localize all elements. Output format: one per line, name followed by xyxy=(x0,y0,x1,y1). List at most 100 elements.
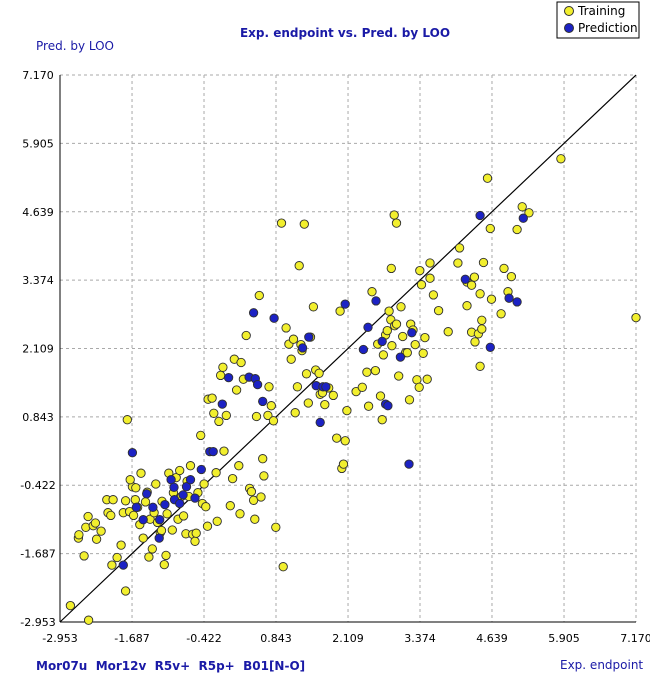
training-point xyxy=(486,294,497,304)
x-tick-label: 4.639 xyxy=(476,632,508,645)
training-point xyxy=(281,323,291,333)
prediction-point xyxy=(196,464,206,475)
prediction-point xyxy=(154,533,164,543)
training-point xyxy=(290,408,300,418)
training-point xyxy=(475,361,485,371)
training-point xyxy=(190,536,200,546)
training-point xyxy=(382,325,392,336)
prediction-point xyxy=(138,515,148,525)
training-point xyxy=(250,514,260,524)
prediction-point xyxy=(208,446,218,457)
training-point xyxy=(266,401,276,411)
training-point xyxy=(454,243,465,253)
prediction-point xyxy=(377,336,387,347)
prediction-point xyxy=(217,399,227,409)
y-tick-label: 7.170 xyxy=(22,69,54,82)
prediction-point xyxy=(304,332,314,342)
training-point xyxy=(151,479,161,489)
training-point xyxy=(477,324,487,334)
training-point xyxy=(314,368,324,378)
training-point xyxy=(418,348,428,358)
training-point xyxy=(335,306,345,316)
training-point xyxy=(276,218,287,228)
prediction-point xyxy=(118,560,128,570)
legend-prediction-label: Prediction xyxy=(578,21,638,35)
data-points xyxy=(65,154,641,625)
prediction-point xyxy=(181,482,192,492)
training-point xyxy=(122,415,132,425)
training-point xyxy=(470,337,480,347)
training-point xyxy=(301,369,312,379)
training-point xyxy=(218,362,228,372)
grid-lines xyxy=(60,74,637,622)
training-point xyxy=(83,615,94,625)
prediction-point xyxy=(148,502,158,512)
legend: Training Prediction xyxy=(556,1,640,39)
prediction-point xyxy=(131,502,142,512)
prediction-point xyxy=(504,293,514,303)
training-point xyxy=(389,210,399,220)
axes xyxy=(59,75,636,623)
y-tick-label: -1.687 xyxy=(20,548,55,561)
training-point xyxy=(246,486,257,497)
prediction-point xyxy=(371,296,381,306)
training-point xyxy=(506,271,517,282)
training-point xyxy=(288,334,299,344)
training-point xyxy=(320,399,330,410)
x-tick-label: 0.843 xyxy=(260,632,292,645)
training-point xyxy=(363,401,374,411)
training-point xyxy=(263,410,273,421)
prediction-point xyxy=(185,475,196,485)
training-point xyxy=(378,350,389,360)
training-point xyxy=(156,525,167,536)
training-point xyxy=(264,382,274,392)
prediction-point xyxy=(142,489,152,499)
training-point xyxy=(517,202,527,212)
descriptor-label: Mor07u Mor12v R5v+ R5p+ B01[N-O] xyxy=(36,659,305,673)
training-point xyxy=(178,511,189,521)
training-point xyxy=(128,510,139,521)
training-point xyxy=(201,502,211,512)
training-point xyxy=(332,433,342,443)
training-point xyxy=(443,327,453,337)
x-axis-label: Exp. endpoint xyxy=(560,658,643,672)
training-point xyxy=(286,354,296,364)
training-point xyxy=(462,301,472,311)
training-point xyxy=(433,305,444,316)
training-point xyxy=(524,208,534,218)
prediction-point xyxy=(175,498,185,509)
training-point xyxy=(328,390,338,401)
training-point xyxy=(209,408,219,418)
x-tick-label: -1.687 xyxy=(114,632,149,645)
prediction-point xyxy=(297,343,308,353)
training-point xyxy=(499,263,509,274)
training-point xyxy=(512,224,522,235)
training-point xyxy=(338,459,349,469)
training-point xyxy=(303,398,313,408)
training-point xyxy=(106,510,116,521)
training-point xyxy=(116,540,126,550)
training-point xyxy=(367,287,377,297)
training-point xyxy=(428,290,439,300)
training-point xyxy=(161,550,171,561)
fit-line xyxy=(59,74,637,623)
y-tick-label: 2.109 xyxy=(22,342,54,355)
training-point xyxy=(386,263,396,274)
prediction-point xyxy=(166,475,176,485)
prediction-point xyxy=(512,297,522,307)
training-point xyxy=(477,315,487,325)
training-point xyxy=(258,454,268,464)
training-point xyxy=(211,468,221,478)
training-point xyxy=(469,272,480,282)
training-point xyxy=(384,306,394,316)
training-point xyxy=(112,552,122,563)
training-point xyxy=(83,511,93,522)
training-point xyxy=(357,382,367,392)
training-point xyxy=(271,522,281,532)
training-point xyxy=(340,436,350,446)
prediction-point xyxy=(460,274,470,284)
training-point xyxy=(185,461,196,471)
prediction-point xyxy=(340,299,350,309)
training-point xyxy=(414,382,424,392)
prediction-point xyxy=(404,459,414,469)
